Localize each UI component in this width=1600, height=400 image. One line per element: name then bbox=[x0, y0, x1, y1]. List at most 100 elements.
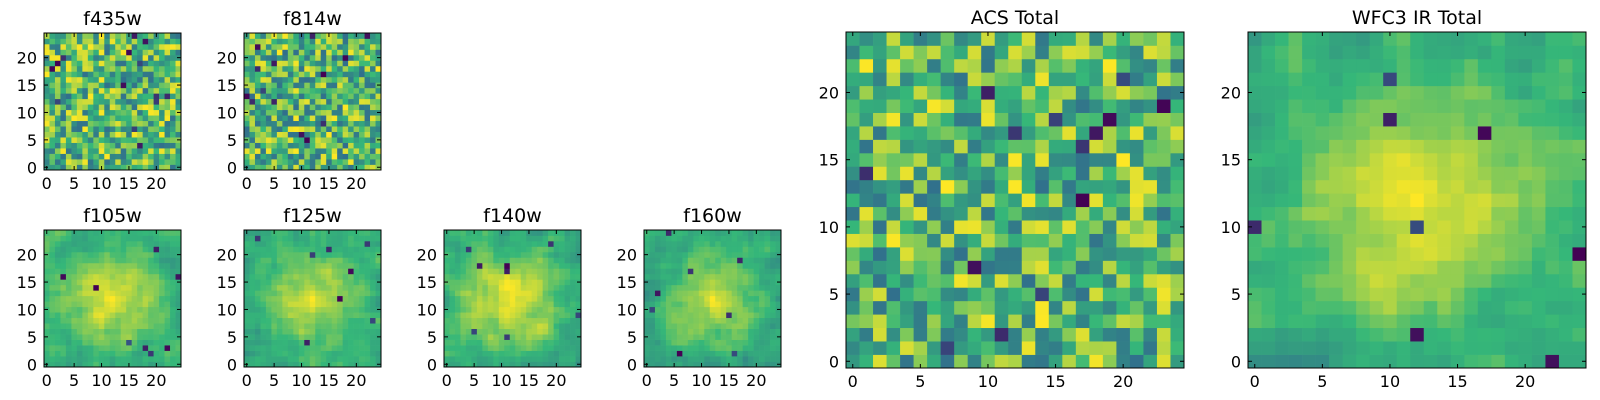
heatmap-cell bbox=[254, 82, 261, 89]
heatmap-cell bbox=[720, 251, 727, 258]
heatmap-cell bbox=[564, 235, 571, 242]
heatmap-cell bbox=[175, 159, 182, 165]
heatmap-cell bbox=[493, 328, 500, 335]
heatmap-cell bbox=[370, 246, 376, 253]
heatmap-cell bbox=[87, 230, 94, 236]
heatmap-cell bbox=[60, 142, 67, 149]
heatmap-cell bbox=[282, 345, 289, 351]
heatmap-cell bbox=[164, 131, 171, 138]
heatmap-cell bbox=[87, 109, 94, 116]
axes-frame bbox=[643, 229, 782, 368]
heatmap-cell bbox=[282, 109, 289, 116]
heatmap-cell bbox=[315, 290, 322, 297]
heatmap-cell bbox=[886, 233, 901, 248]
heatmap-cell bbox=[65, 49, 72, 56]
heatmap-cell bbox=[570, 284, 576, 291]
heatmap-cell bbox=[682, 257, 689, 264]
heatmap-cell bbox=[859, 260, 874, 275]
heatmap-cell bbox=[504, 295, 511, 302]
heatmap-cell bbox=[331, 82, 338, 89]
heatmap-cell bbox=[309, 76, 316, 83]
heatmap-cell bbox=[954, 206, 969, 221]
heatmap-cell bbox=[65, 159, 72, 165]
heatmap-cell bbox=[353, 240, 360, 247]
heatmap-cell bbox=[153, 317, 160, 324]
heatmap-cell bbox=[142, 235, 149, 242]
heatmap-cell bbox=[770, 323, 776, 329]
heatmap-cell bbox=[954, 193, 969, 208]
heatmap-cell bbox=[487, 290, 494, 297]
heatmap-cell bbox=[1129, 152, 1144, 167]
heatmap-cell bbox=[665, 334, 672, 340]
panel-title: f435w bbox=[83, 8, 142, 30]
heatmap-cell bbox=[1423, 166, 1438, 181]
heatmap-cell bbox=[348, 120, 354, 127]
heatmap-cell bbox=[886, 126, 901, 140]
heatmap-cell bbox=[326, 142, 333, 149]
heatmap-cell bbox=[137, 284, 143, 291]
heatmap-cell bbox=[682, 273, 689, 280]
heatmap-cell bbox=[44, 257, 50, 264]
heatmap-cell bbox=[927, 341, 941, 355]
heatmap-cell bbox=[873, 206, 887, 221]
heatmap-cell bbox=[454, 361, 461, 368]
heatmap-cell bbox=[873, 166, 887, 181]
heatmap-cell bbox=[1062, 58, 1077, 73]
heatmap-cell bbox=[454, 235, 461, 242]
heatmap-cell bbox=[660, 268, 667, 275]
heatmap-cell bbox=[1062, 139, 1077, 154]
heatmap-cell bbox=[326, 268, 333, 275]
heatmap-cell bbox=[1116, 139, 1131, 154]
heatmap-cell bbox=[770, 257, 776, 264]
heatmap-cell bbox=[326, 323, 333, 329]
y-tick-label: 20 bbox=[617, 246, 637, 265]
heatmap-cell bbox=[498, 328, 505, 335]
heatmap-cell bbox=[65, 240, 72, 247]
heatmap-cell bbox=[271, 251, 278, 258]
heatmap-cell bbox=[115, 43, 122, 50]
heatmap-cell bbox=[927, 166, 941, 181]
heatmap-cell bbox=[54, 33, 61, 39]
heatmap-cell bbox=[1410, 247, 1425, 261]
heatmap-cell bbox=[359, 33, 365, 39]
heatmap-cell bbox=[260, 306, 267, 313]
heatmap-cell bbox=[54, 246, 61, 253]
heatmap-cell bbox=[1437, 179, 1452, 194]
heatmap-cell bbox=[693, 301, 700, 308]
heatmap-cell bbox=[244, 142, 250, 149]
heatmap-cell bbox=[1410, 354, 1425, 369]
heatmap-cell bbox=[54, 49, 61, 56]
heatmap-cell bbox=[293, 148, 300, 154]
heatmap-cell bbox=[859, 354, 874, 369]
heatmap-cell bbox=[137, 306, 143, 313]
heatmap-cell bbox=[331, 240, 338, 247]
heatmap-cell bbox=[846, 341, 860, 355]
heatmap-cell bbox=[460, 345, 467, 351]
heatmap-cell bbox=[309, 257, 316, 264]
heatmap-cell bbox=[126, 240, 133, 247]
heatmap-cell bbox=[359, 306, 365, 313]
heatmap-cell bbox=[548, 246, 554, 253]
heatmap-cell bbox=[282, 273, 289, 280]
heatmap-cell bbox=[137, 290, 143, 297]
heatmap-cell bbox=[44, 120, 50, 127]
heatmap-cell bbox=[509, 361, 516, 368]
heatmap-cell bbox=[170, 60, 176, 67]
heatmap-cell bbox=[515, 334, 522, 340]
heatmap-cell bbox=[104, 361, 111, 368]
heatmap-cell bbox=[260, 109, 267, 116]
x-tick-label: 15 bbox=[319, 174, 339, 193]
heatmap-cell bbox=[137, 295, 143, 302]
heatmap-cell bbox=[60, 230, 67, 236]
heatmap-cell bbox=[559, 273, 565, 280]
heatmap-cell bbox=[159, 87, 165, 94]
heatmap-cell bbox=[671, 240, 678, 247]
heatmap-cell bbox=[65, 164, 72, 171]
heatmap-cell bbox=[260, 164, 267, 171]
heatmap-cell bbox=[375, 356, 382, 362]
heatmap-cell bbox=[98, 339, 105, 346]
heatmap-cell bbox=[1504, 287, 1519, 302]
heatmap-cell bbox=[940, 179, 955, 194]
heatmap-cell bbox=[104, 334, 111, 340]
heatmap-cell bbox=[531, 279, 538, 286]
